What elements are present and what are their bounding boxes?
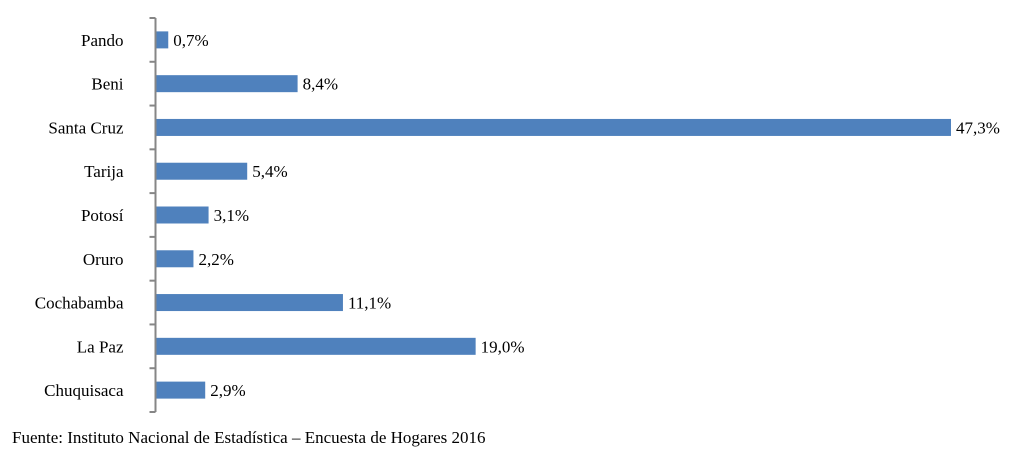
category-label: Oruro (83, 250, 124, 269)
bar-cochabamba (156, 294, 343, 312)
value-label: 2,9% (210, 381, 245, 400)
bar-pando (156, 31, 169, 49)
value-label: 8,4% (303, 75, 338, 94)
category-label: Pando (81, 31, 124, 50)
source-note: Fuente: Instituto Nacional de Estadístic… (12, 428, 486, 447)
category-label: La Paz (77, 337, 124, 356)
value-label: 3,1% (214, 206, 249, 225)
bar-oruro (156, 250, 194, 268)
value-label: 5,4% (252, 162, 287, 181)
value-label: 11,1% (348, 294, 391, 313)
bar-beni (156, 75, 298, 93)
value-label: 2,2% (198, 250, 233, 269)
value-label: 19,0% (481, 337, 525, 356)
category-label: Beni (91, 75, 123, 94)
category-label: Tarija (84, 162, 124, 181)
category-label: Cochabamba (35, 294, 124, 313)
value-label: 47,3% (956, 118, 1000, 137)
bar-santa-cruz (156, 118, 951, 136)
category-label: Potosí (81, 206, 124, 225)
category-label: Chuquisaca (44, 381, 124, 400)
bar-chuquisaca (156, 381, 206, 399)
category-label: Santa Cruz (48, 118, 124, 137)
value-label: 0,7% (173, 31, 208, 50)
bar-la-paz (156, 337, 476, 355)
bar-chart: Pando 0,7% Beni 8,4% Santa Cruz 47,3% Tarija 5,… (35, 17, 1000, 413)
bar-tarija (156, 162, 248, 180)
bar-potos- (156, 206, 209, 224)
